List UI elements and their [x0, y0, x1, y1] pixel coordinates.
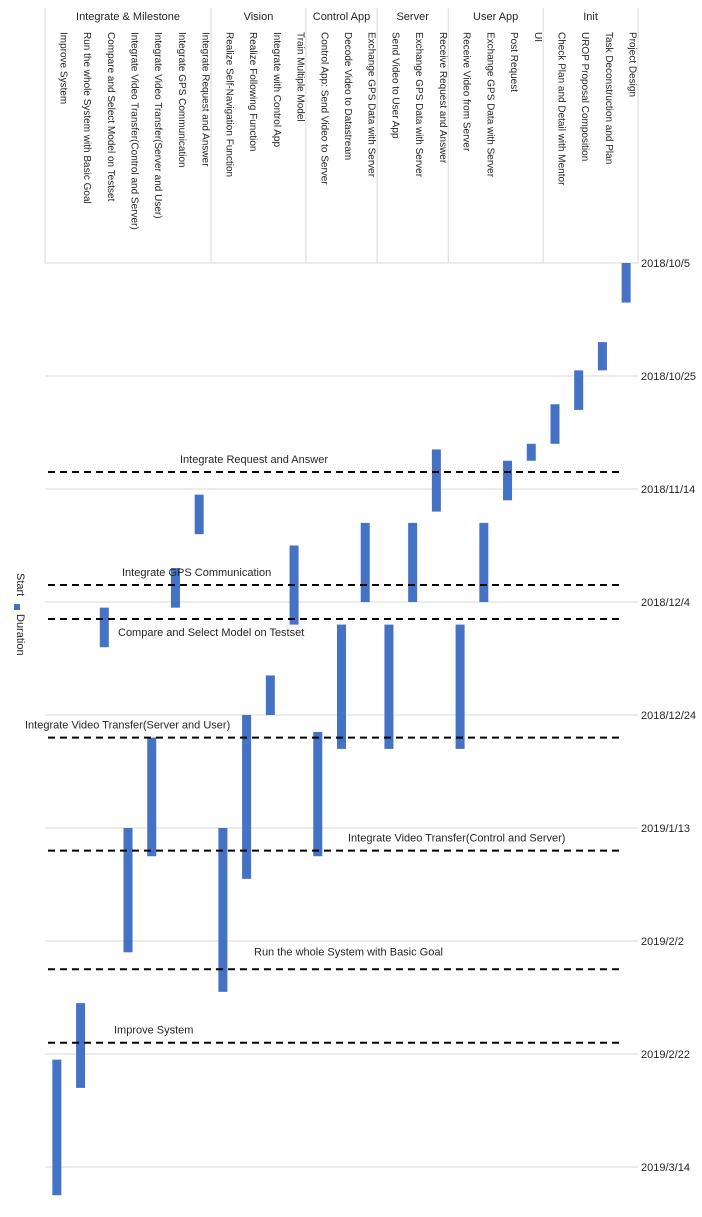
date-tick-label: 2018/10/5 [641, 258, 690, 270]
task-label: Project Design [627, 32, 638, 97]
group-label: Init [583, 11, 598, 23]
duration-bar [218, 828, 228, 992]
date-tick-label: 2019/2/2 [641, 936, 684, 948]
task-label: Train Multiple Model [295, 32, 306, 122]
duration-bar [123, 828, 133, 953]
milestone-label: Integrate GPS Communication [122, 567, 271, 579]
task-label: Post Request [508, 32, 519, 92]
task-label: Compare and Select Model on Testset [105, 32, 116, 202]
task-label: Run the whole System with Basic Goal [81, 32, 92, 204]
task-label: Realize Following Function [247, 32, 258, 152]
task-label: Control App: Send Video to Server [318, 32, 329, 185]
date-tick-label: 2019/3/14 [641, 1162, 690, 1174]
date-tick-label: 2018/12/24 [641, 710, 696, 722]
milestone-lines: Integrate Request and Answer Integrate GP… [25, 454, 620, 1044]
duration-bar [574, 370, 584, 410]
date-tick-label: 2018/12/4 [641, 597, 690, 609]
milestone-label: Integrate Video Transfer(Control and Ser… [348, 833, 565, 845]
date-tick-label: 2019/1/13 [641, 823, 690, 835]
legend: Start Duration [14, 573, 26, 656]
task-label: Integrate with Control App [271, 32, 282, 148]
duration-bar [313, 731, 323, 857]
task-label: Exchange GPS Data with Server [366, 32, 377, 178]
duration-bar [99, 607, 109, 648]
duration-bar [384, 624, 394, 749]
duration-bar [408, 522, 418, 602]
legend-label-start: Start [14, 573, 26, 596]
milestone-label: Integrate Request and Answer [180, 454, 328, 466]
task-label: Realize Self-Navigation Function [223, 32, 234, 177]
duration-bar [194, 494, 204, 535]
duration-bar [503, 460, 513, 501]
group-label: Control App [313, 11, 370, 23]
task-label: Integrate Request and Answer [200, 32, 211, 167]
duration-bar [147, 737, 157, 857]
group-label: User App [473, 11, 518, 23]
task-label: UI [532, 32, 543, 42]
milestone-label: Improve System [114, 1025, 193, 1037]
task-category-header: Integrate & Milestone Improve System Run t… [44, 8, 639, 264]
group-label: Server [396, 11, 429, 23]
duration-bar [479, 522, 489, 602]
milestone-label: Compare and Select Model on Testset [118, 627, 304, 639]
task-label: UROP Proposal Composition [579, 32, 590, 161]
duration-bar [242, 715, 252, 879]
group-label: Integrate & Milestone [76, 11, 180, 23]
task-label: Decode Video to Datastream [342, 32, 353, 160]
date-gridlines [45, 375, 638, 1168]
duration-bar [265, 675, 275, 715]
duration-bar [621, 263, 631, 303]
duration-bar [526, 443, 536, 461]
date-tick-label: 2019/2/22 [641, 1049, 690, 1061]
task-label: Integrate Video Transfer(Server and User… [152, 32, 163, 219]
milestone-label: Run the whole System with Basic Goal [254, 946, 443, 958]
legend-label-duration: Duration [14, 614, 26, 656]
duration-bar [337, 624, 346, 749]
task-label: Integrate GPS Communication [176, 32, 187, 168]
task-label: Improve System [57, 32, 68, 104]
duration-bar [431, 449, 441, 512]
legend-swatch-duration [14, 604, 20, 610]
duration-bar [550, 404, 560, 444]
date-tick-label: 2018/11/14 [641, 484, 695, 496]
task-label: Check Plan and Detail with Mentor [555, 32, 566, 186]
task-label: Task Deconstruction and Plan [603, 32, 614, 164]
task-label: Exchange GPS Data with Server [413, 32, 424, 178]
task-label: Send Video to User App [389, 32, 400, 139]
task-label: Integrate Video Transfer(Control and Ser… [129, 32, 140, 230]
duration-bar [455, 624, 465, 749]
duration-bars [52, 263, 631, 1196]
duration-bar [170, 568, 180, 608]
duration-bar [52, 1059, 62, 1196]
duration-bar [360, 522, 370, 602]
duration-bar [76, 1003, 86, 1088]
task-label: Exchange GPS Data with Server [484, 32, 495, 178]
group-label: Vision [244, 11, 274, 23]
task-label: Receive Video from Server [461, 32, 472, 152]
task-label: Receive Request and Answer [437, 32, 448, 164]
duration-bar [597, 342, 607, 371]
date-tick-label: 2018/10/25 [641, 371, 696, 383]
date-axis: 2018/10/5 2018/10/25 2018/11/14 2018/12/4 20… [641, 258, 696, 1174]
milestone-label: Integrate Video Transfer(Server and User… [25, 720, 230, 732]
